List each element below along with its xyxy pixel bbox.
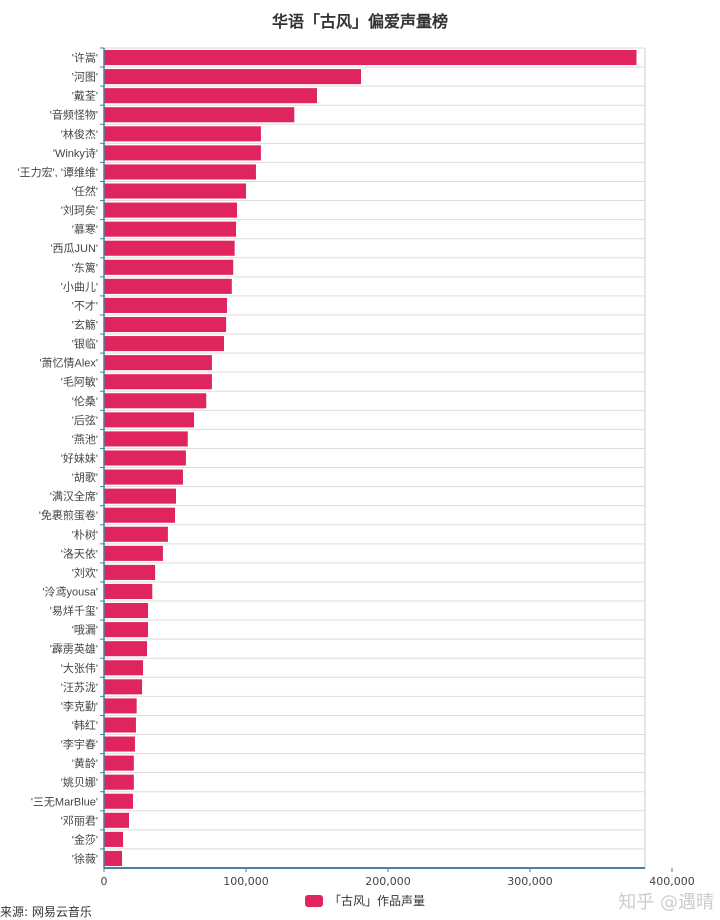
bar [104, 355, 212, 371]
bar [104, 126, 261, 142]
bar [104, 278, 232, 294]
bar [104, 850, 123, 866]
bar [104, 183, 246, 199]
y-tick-label: '玄觞' [72, 318, 98, 332]
bar [104, 164, 256, 180]
y-tick-label: '戴荃' [72, 89, 98, 103]
bar [104, 507, 175, 523]
y-tick-label: '泠鸢yousa' [42, 584, 98, 598]
bar [104, 603, 149, 619]
bar [104, 202, 238, 218]
legend-swatch [305, 894, 323, 907]
bar [104, 717, 136, 733]
y-tick-label: '林俊杰' [61, 127, 98, 141]
bar [104, 660, 144, 676]
legend-label: 「古风」作品声量 [329, 894, 426, 908]
bar [104, 469, 183, 485]
bar [104, 336, 224, 352]
y-tick-label: '易烊千玺' [50, 604, 98, 618]
bar [104, 88, 317, 104]
bar [104, 831, 124, 847]
y-tick-label: '伦桑' [72, 394, 98, 408]
bar [104, 564, 156, 580]
y-tick-label: '许嵩' [72, 52, 98, 65]
bar [104, 736, 135, 752]
y-tick-label: '李宇春' [61, 737, 98, 751]
y-tick-label: '任然' [72, 184, 98, 198]
bar [104, 221, 237, 237]
y-tick-label: '霹雳英雄' [50, 642, 98, 656]
y-tick-label: '西瓜JUN' [50, 243, 98, 255]
bar [104, 50, 637, 66]
bar [104, 755, 134, 771]
y-tick-label: '洛天依' [61, 546, 98, 560]
y-tick-label: '三无MarBlue' [31, 796, 98, 808]
y-tick-label: '毛阿敏' [61, 375, 98, 389]
bar [104, 622, 149, 638]
legend[interactable]: 「古风」作品声量 [305, 892, 425, 909]
bar [104, 297, 227, 313]
bar [104, 259, 234, 275]
y-tick-label: '后弦' [72, 413, 98, 427]
y-tick-label: '免裹煎蛋卷' [39, 508, 98, 522]
bar [104, 641, 148, 657]
chart-title: 华语「古风」偏爱声量榜 [271, 12, 448, 31]
source-note: 来源: 网易云音乐 [0, 905, 92, 919]
bar [104, 793, 133, 809]
bar [104, 374, 212, 390]
bar [104, 431, 188, 447]
x-tick-label: 300,000 [507, 875, 553, 888]
y-tick-label: '满汉全席' [50, 489, 98, 503]
y-tick-label: '慕寒' [72, 222, 98, 236]
y-tick-label: '河图' [72, 71, 98, 84]
bar [104, 240, 235, 256]
watermark: 知乎 @遇晴 [618, 892, 714, 913]
bar [104, 393, 207, 409]
x-tick-label: 100,000 [223, 875, 269, 888]
y-tick-label: '好妹妹' [61, 451, 98, 465]
y-tick-label: '金莎' [72, 832, 98, 846]
bar [104, 69, 362, 85]
y-tick-label: '东篱' [72, 260, 98, 274]
y-tick-label: '姚贝娜' [61, 775, 98, 789]
y-tick-label: '邓丽君' [61, 814, 98, 827]
y-tick-label: '燕池' [72, 433, 98, 446]
y-tick-label: '刘欢' [72, 565, 98, 579]
bar [104, 774, 134, 790]
y-tick-label: '哦漏' [72, 624, 98, 637]
bar [104, 545, 163, 561]
y-tick-label: '胡歌' [72, 470, 98, 484]
y-tick-label: '朴树' [72, 527, 98, 541]
x-tick-label: 0 [101, 875, 108, 888]
bar [104, 450, 186, 466]
y-tick-label: '黄龄' [72, 756, 98, 770]
x-tick-label: 400,000 [649, 875, 695, 888]
bar [104, 107, 295, 123]
bar [104, 316, 227, 333]
y-tick-label: '萧忆情Alex' [39, 357, 98, 370]
y-tick-label: '不才' [72, 298, 98, 312]
y-tick-label: '王力宏', '谭维维' [17, 165, 98, 179]
y-tick-label: 'Winky诗' [53, 146, 98, 160]
bar [104, 145, 261, 161]
y-tick-label: '银临' [72, 337, 98, 351]
bar [104, 698, 137, 714]
y-tick-label: '音频怪物' [50, 108, 98, 122]
bar [104, 526, 168, 542]
y-tick-label: '李克勤' [61, 699, 98, 713]
x-tick-label: 200,000 [365, 875, 411, 888]
y-tick-label: '汪苏泷' [61, 681, 98, 694]
y-tick-label: '刘珂矣' [61, 203, 98, 217]
y-tick-label: '韩红' [72, 718, 98, 732]
bar [104, 583, 153, 600]
bar [104, 488, 176, 504]
y-tick-label: '小曲儿' [61, 280, 98, 293]
bar [104, 679, 143, 695]
y-tick-label: '徐薇' [72, 851, 98, 865]
y-tick-label: '大张伟' [61, 661, 98, 675]
bar [104, 412, 195, 428]
bar [104, 812, 129, 828]
